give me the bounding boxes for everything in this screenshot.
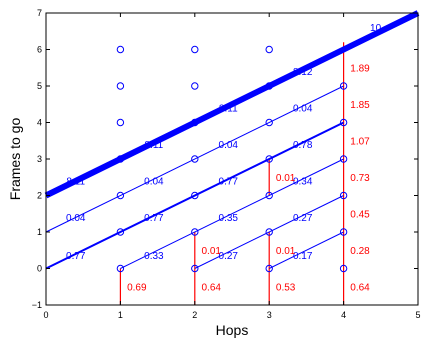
y-axis-label: Frames to go xyxy=(7,118,23,201)
red-value-label: 0.28 xyxy=(350,246,370,257)
data-point-11 xyxy=(191,118,199,127)
y-tick-label: 6 xyxy=(37,45,42,55)
data-point-17 xyxy=(265,155,273,163)
data-point-8 xyxy=(191,228,199,236)
red-value-label: 0.53 xyxy=(276,282,296,293)
blue-value-label: 0.04 xyxy=(66,213,86,224)
red-value-label: 0.73 xyxy=(350,173,370,184)
blue-value-label: 0.78 xyxy=(293,140,313,151)
y-tick-label: 2 xyxy=(37,191,42,201)
series-line-2 xyxy=(45,85,344,233)
blue-value-label: 0.77 xyxy=(219,176,239,187)
red-value-label: 0.01 xyxy=(276,246,296,257)
y-tick-label: 7 xyxy=(37,8,42,18)
data-point-16 xyxy=(265,191,273,200)
blue-value-label: 0.77 xyxy=(144,213,164,224)
red-value-label: 0.01 xyxy=(201,246,221,257)
plot-area xyxy=(46,13,418,305)
data-point-2 xyxy=(116,191,125,200)
series-line-3 xyxy=(120,158,344,269)
x-tick-label: 4 xyxy=(341,310,346,320)
x-axis-label: Hops xyxy=(216,322,249,338)
y-axis-ticks: −1 0 1 2 3 4 5 6 7 xyxy=(32,8,418,310)
series-lines xyxy=(44,10,420,270)
data-point-1 xyxy=(116,228,125,236)
x-tick-label: 1 xyxy=(118,310,123,320)
data-point-25 xyxy=(339,118,348,127)
data-points xyxy=(116,45,348,273)
y-tick-label: 4 xyxy=(37,118,42,128)
data-point-4 xyxy=(116,118,125,127)
data-point-12 xyxy=(191,82,199,90)
x-tick-label: 2 xyxy=(192,310,197,320)
y-tick-label: 1 xyxy=(37,227,42,237)
data-point-14 xyxy=(265,264,273,273)
red-value-label: 1.89 xyxy=(350,63,370,74)
red-value-label: 1.07 xyxy=(350,136,370,147)
blue-value-label: 8.12 xyxy=(293,67,313,78)
blue-value-label: 0.27 xyxy=(293,213,313,224)
series-line-5 xyxy=(268,231,344,269)
red-value-label: 0.64 xyxy=(201,282,221,293)
blue-value-label: 0.33 xyxy=(144,251,164,262)
blue-value-label: 0.04 xyxy=(219,140,239,151)
blue-value-label: 0.17 xyxy=(293,251,313,262)
data-point-20 xyxy=(265,45,273,54)
red-value-label: 0.69 xyxy=(127,282,147,293)
x-tick-label: 0 xyxy=(43,310,48,320)
data-point-10 xyxy=(191,155,199,163)
data-point-24 xyxy=(339,155,348,163)
blue-value-label: 0.04 xyxy=(293,103,313,114)
data-point-18 xyxy=(265,118,273,127)
blue-value-label: 0.35 xyxy=(219,213,239,224)
red-value-label: 0.01 xyxy=(276,173,296,184)
blue-value-label: 8.11 xyxy=(219,103,238,114)
blue-value-label: 8.11 xyxy=(66,176,85,187)
red-value-label: 0.64 xyxy=(350,282,370,293)
data-point-15 xyxy=(265,228,273,236)
series-line-0 xyxy=(44,10,420,199)
blue-value-label: 10 xyxy=(370,23,382,34)
x-axis-ticks: 0 1 2 3 4 5 xyxy=(43,13,421,320)
data-point-7 xyxy=(191,264,199,273)
red-value-label: 0.45 xyxy=(350,209,370,220)
series-line-1 xyxy=(45,121,345,270)
data-point-6 xyxy=(116,45,125,54)
y-tick-label: 0 xyxy=(37,264,42,274)
data-point-22 xyxy=(339,228,348,236)
red-value-label: 1.85 xyxy=(350,100,370,111)
blue-value-labels: 0.77 0.04 8.11 0.33 0.77 0.04 8.11 0.27 0.35 0.77… xyxy=(66,23,382,262)
blue-value-label: 0.04 xyxy=(144,176,164,187)
data-point-3 xyxy=(116,155,125,163)
data-point-0 xyxy=(116,264,125,273)
blue-value-label: 0.27 xyxy=(219,251,239,262)
data-point-21 xyxy=(339,264,348,273)
blue-value-label: 0.34 xyxy=(293,176,313,187)
y-tick-label: −1 xyxy=(32,300,42,310)
data-point-13 xyxy=(191,45,199,54)
data-point-23 xyxy=(339,191,348,200)
blue-value-label: 0.77 xyxy=(66,251,86,262)
data-point-26 xyxy=(339,82,348,90)
x-tick-label: 5 xyxy=(415,310,420,320)
red-value-labels: 0.69 0.01 0.64 0.01 0.01 0.53 1.89 1.85 1.07 0.73… xyxy=(127,63,370,293)
x-tick-label: 3 xyxy=(267,310,272,320)
data-point-9 xyxy=(191,191,199,200)
data-point-19 xyxy=(265,82,273,90)
blue-value-label: 8.11 xyxy=(145,140,164,151)
series-line-4 xyxy=(194,195,344,269)
y-tick-label: 3 xyxy=(37,154,42,164)
data-point-5 xyxy=(116,82,125,90)
y-tick-label: 5 xyxy=(37,81,42,91)
